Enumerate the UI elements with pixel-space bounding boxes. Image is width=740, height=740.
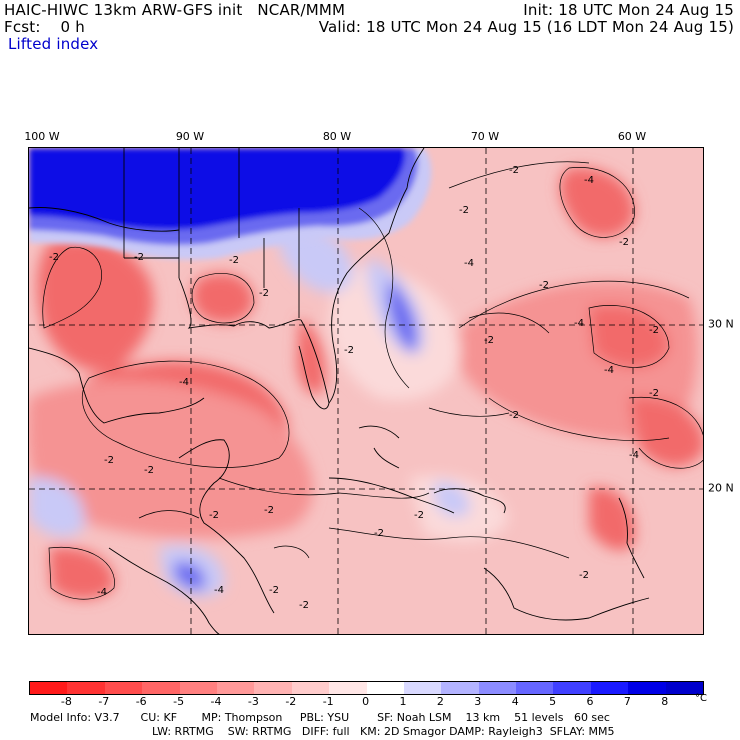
colorbar-tick: 1: [399, 695, 407, 708]
contour-label: -2: [414, 510, 424, 521]
colorbar-swatch: [441, 682, 479, 694]
colorbar-swatch: [216, 682, 255, 694]
model-title: HAIC-HIWC 13km ARW-GFS init NCAR/MMM: [4, 1, 346, 19]
model-info-line1: Model Info: V3.7 CU: KF MP: Thompson PBL…: [30, 711, 610, 724]
colorbar-tick: -1: [322, 695, 334, 708]
contour-label: -2: [269, 585, 279, 596]
colorbar-swatch: [67, 682, 105, 694]
colorbar: [29, 681, 705, 695]
map-panel: -2 -2 -2 -2 -4 -2 -2 -2 -4 -4 -4 -2 -2 -2 -4 -2 -2 -2 -4 -4…: [28, 147, 704, 635]
colorbar-swatch: [665, 682, 704, 694]
contour-label: -2: [509, 410, 519, 421]
colorbar-tick: 5: [549, 695, 557, 708]
contour-label: -2: [104, 455, 114, 466]
contour-label: -2: [299, 600, 309, 611]
contour-label: -2: [264, 505, 274, 516]
contour-label: -2: [484, 335, 494, 346]
lon-label-90w: 90 W: [175, 130, 205, 143]
colorbar-tick: 0: [362, 695, 370, 708]
contour-label: -2: [134, 252, 144, 263]
contour-label: -2: [619, 237, 629, 248]
contour-label: -2: [49, 252, 59, 263]
colorbar-swatch: [254, 682, 292, 694]
contour-label: -2: [459, 205, 469, 216]
contour-lines: [42, 161, 703, 600]
lon-label-100w: 100 W: [24, 130, 60, 143]
lon-label-60w: 60 W: [617, 130, 647, 143]
colorbar-swatch: [403, 682, 442, 694]
contour-label: -2: [649, 388, 659, 399]
contour-label: -2: [259, 288, 269, 299]
colorbar-swatch: [179, 682, 217, 694]
contour-label: -4: [464, 258, 474, 269]
contour-label: -2: [229, 255, 239, 266]
contour-label-layer: -2 -2 -2 -2 -4 -2 -2 -2 -4 -4 -4 -2 -2 -2 -4 -2 -2 -2 -4 -4…: [49, 165, 659, 611]
contour-label: -2: [579, 570, 589, 581]
contour-label: -2: [344, 345, 354, 356]
colorbar-tick: -3: [247, 695, 259, 708]
colorbar-unit: °C: [695, 693, 707, 704]
colorbar-tick: 2: [436, 695, 444, 708]
lifted-index-map: -2 -2 -2 -2 -4 -2 -2 -2 -4 -4 -4 -2 -2 -2 -4 -2 -2 -2 -4 -4…: [29, 148, 703, 634]
colorbar-tick: 4: [511, 695, 519, 708]
colorbar-tick: 7: [623, 695, 631, 708]
shading-layer: [29, 167, 703, 600]
contour-label: -4: [214, 585, 224, 596]
contour-label: -4: [629, 450, 639, 461]
contour-label: -2: [374, 528, 384, 539]
colorbar-swatch: [628, 682, 666, 694]
colorbar-tick: -2: [285, 695, 297, 708]
valid-time: Valid: 18 UTC Mon 24 Aug 15 (16 LDT Mon …: [318, 18, 734, 36]
lat-label-30n: 30 N: [708, 317, 734, 331]
colorbar-swatch: [142, 682, 180, 694]
colorbar-swatch: [104, 682, 143, 694]
contour-label: -4: [604, 365, 614, 376]
colorbar-tick: 8: [661, 695, 669, 708]
lon-label-70w: 70 W: [470, 130, 500, 143]
contour-label: -2: [649, 325, 659, 336]
colorbar-tick: 3: [474, 695, 482, 708]
forecast-hour: Fcst: 0 h: [4, 18, 85, 36]
colorbar-swatch: [30, 682, 68, 694]
colorbar-swatch: [590, 682, 629, 694]
contour-label: -2: [144, 465, 154, 476]
colorbar-swatch: [516, 682, 554, 694]
colorbar-tick: -6: [135, 695, 147, 708]
colorbar-tick: -8: [60, 695, 72, 708]
cold-north-region: [29, 148, 432, 260]
contour-label: -4: [584, 175, 594, 186]
colorbar-swatch: [291, 682, 330, 694]
contour-label: -4: [574, 318, 584, 329]
colorbar-tick: -4: [210, 695, 222, 708]
contour-label: -2: [539, 280, 549, 291]
lat-lon-grid: [29, 148, 703, 634]
colorbar-tick: 6: [586, 695, 594, 708]
contour-label: -2: [209, 510, 219, 521]
colorbar-tick: -7: [98, 695, 110, 708]
coastlines-and-borders: [29, 148, 650, 634]
contour-label: -4: [179, 377, 189, 388]
init-time: Init: 18 UTC Mon 24 Aug 15: [523, 1, 734, 19]
field-name: Lifted index: [8, 35, 99, 53]
colorbar-swatch: [553, 682, 591, 694]
colorbar-tick: -5: [173, 695, 185, 708]
colorbar-swatch: [478, 682, 517, 694]
lat-label-20n: 20 N: [708, 481, 734, 495]
colorbar-swatch: [366, 682, 404, 694]
colorbar-swatch: [329, 682, 367, 694]
model-info-line2: LW: RRTMG SW: RRTMG DIFF: full KM: 2D Sm…: [152, 725, 615, 738]
lon-label-80w: 80 W: [322, 130, 352, 143]
contour-label: -4: [97, 587, 107, 598]
contour-label: -2: [509, 165, 519, 176]
